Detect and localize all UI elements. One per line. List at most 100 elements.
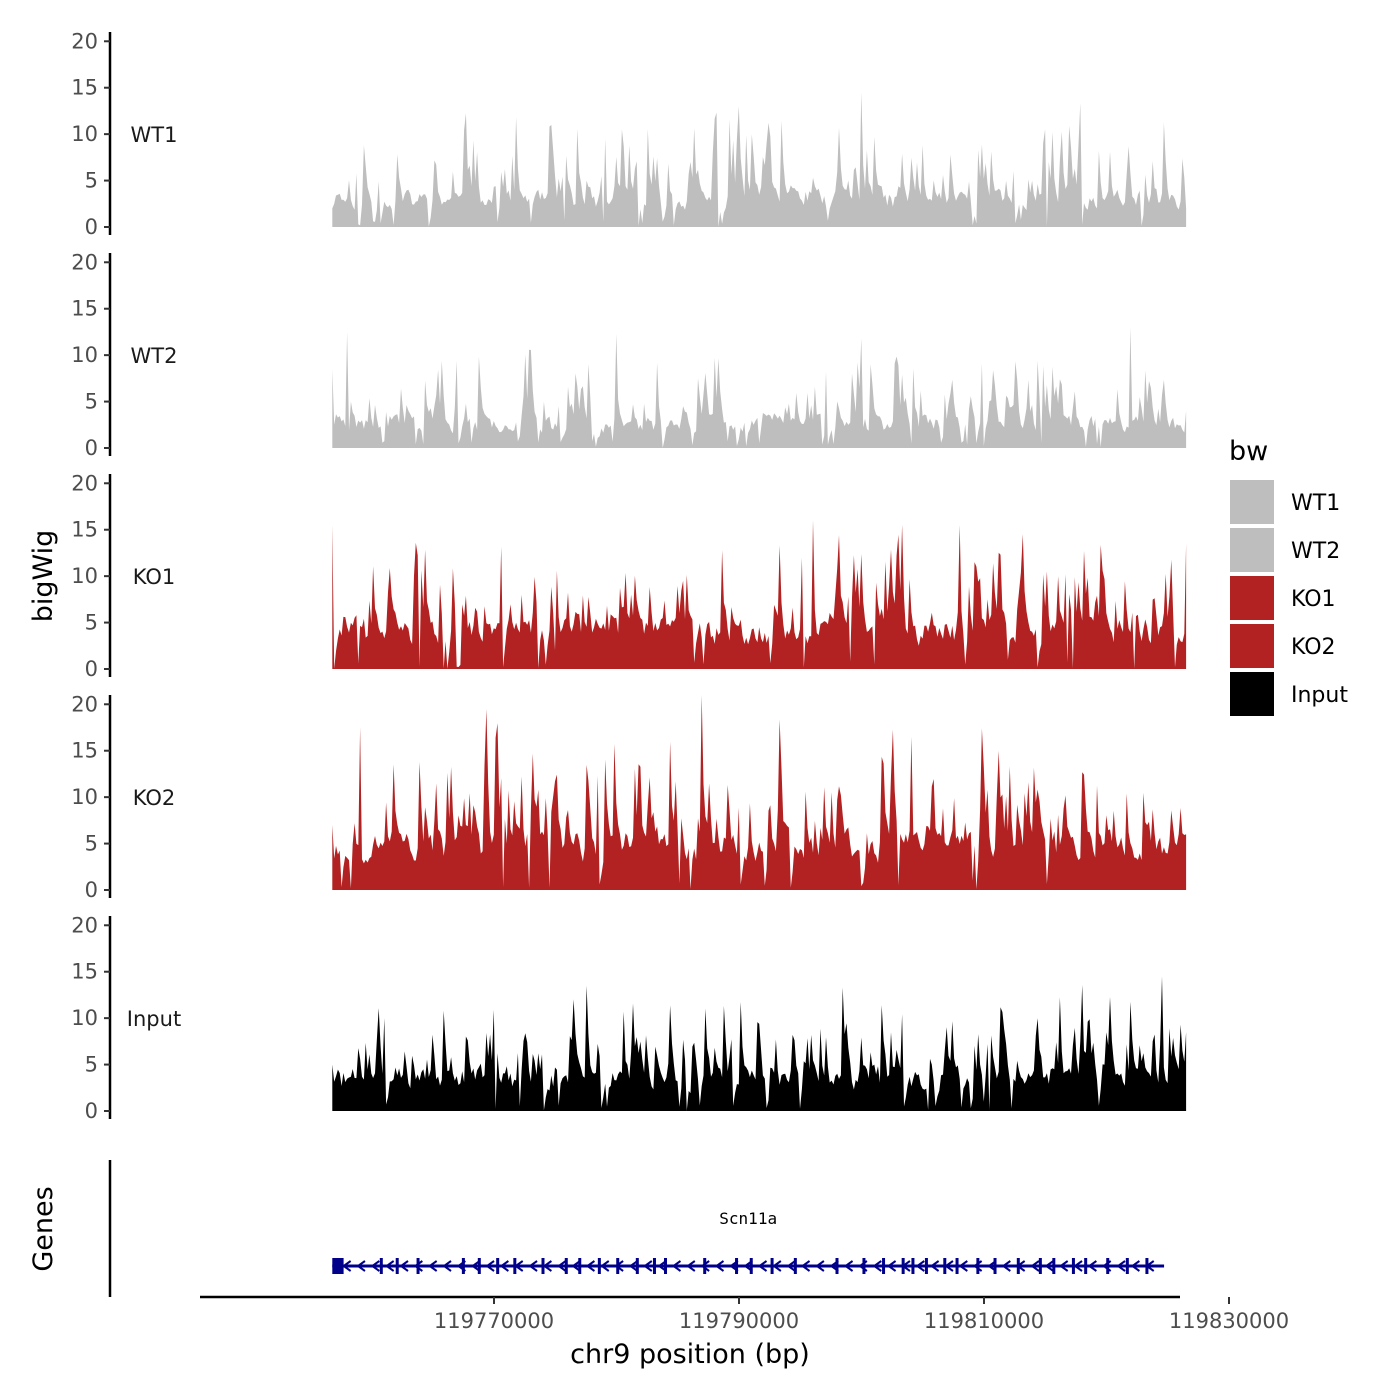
exon	[1125, 1258, 1129, 1274]
y-tick-label: 0	[85, 1099, 98, 1123]
strand-chevron	[614, 1260, 624, 1272]
strand-chevron	[1030, 1260, 1040, 1272]
exon	[749, 1258, 753, 1274]
track-ko1: 0 5 10 15 20 KO1	[71, 471, 1187, 681]
coverage-tracks: 0 5 10 15 20 WT1 0 5 10 15 20 WT2 0 5 10 15 20 KO1 0 5 10 15 2…	[71, 29, 1187, 1123]
legend-label-wt1: WT1	[1291, 491, 1340, 516]
exon	[340, 1258, 344, 1274]
strand-chevron	[757, 1260, 768, 1272]
exon	[541, 1258, 545, 1274]
track-wt1: 0 5 10 15 20 WT1	[71, 29, 1187, 239]
strand-chevron	[800, 1260, 811, 1272]
legend-label-ko2: KO2	[1291, 635, 1336, 660]
y-tick-label: 10	[71, 564, 98, 588]
strand-chevron	[470, 1260, 481, 1272]
exon	[477, 1258, 481, 1274]
exon	[1145, 1258, 1149, 1274]
strand-chevron	[571, 1260, 581, 1272]
y-tick-label: 20	[71, 913, 98, 937]
exon	[1084, 1258, 1088, 1274]
strand-chevron	[427, 1260, 438, 1272]
x-tick-label: 119830000	[1169, 1309, 1289, 1333]
y-tick-label: 15	[71, 76, 98, 100]
strand-chevron	[1130, 1260, 1140, 1272]
strand-chevron	[843, 1260, 854, 1272]
y-tick-label: 15	[71, 518, 98, 542]
exon	[597, 1258, 601, 1274]
coverage-area-input	[332, 976, 1187, 1111]
y-tick-label: 10	[71, 122, 98, 146]
x-axis: 119770000 119790000 119810000 119830000	[200, 1295, 1289, 1333]
coverage-area-ko2	[332, 695, 1187, 890]
y-tick-label: 0	[85, 215, 98, 239]
exon	[1106, 1258, 1110, 1274]
track-label: KO1	[133, 565, 176, 589]
y-tick-label: 10	[71, 785, 98, 809]
legend-swatch-input	[1230, 672, 1274, 716]
legend-swatch-wt1	[1230, 480, 1274, 524]
strand-chevron	[1073, 1260, 1083, 1272]
y-tick-label: 20	[71, 692, 98, 716]
strand-chevron	[1044, 1260, 1054, 1272]
legend-label-input: Input	[1291, 683, 1348, 708]
exon	[1071, 1258, 1075, 1274]
coverage-area-ko1	[332, 520, 1187, 669]
exon	[835, 1258, 839, 1274]
strand-chevron	[657, 1260, 667, 1272]
legend: bw WT1 WT2 KO1 KO2 Input	[1229, 436, 1348, 716]
y-tick-label: 0	[85, 436, 98, 460]
strand-chevron	[557, 1260, 567, 1272]
exon	[770, 1258, 774, 1274]
track-input: 0 5 10 15 20 Input	[71, 913, 1187, 1123]
y-tick-label: 15	[71, 960, 98, 984]
strand-chevron	[384, 1260, 395, 1272]
exon	[416, 1258, 420, 1274]
exon	[379, 1258, 383, 1274]
strand-chevron	[1116, 1260, 1126, 1272]
strand-chevron	[815, 1260, 825, 1272]
exon	[616, 1258, 620, 1274]
strand-chevron	[714, 1260, 725, 1272]
coverage-area-wt1	[332, 92, 1187, 228]
exon	[513, 1258, 517, 1274]
y-tick-label: 5	[85, 1053, 98, 1077]
y-tick-label: 20	[71, 29, 98, 53]
exon	[578, 1258, 582, 1274]
exon	[461, 1258, 465, 1274]
strand-chevron	[671, 1260, 682, 1272]
y-tick-label: 20	[71, 471, 98, 495]
coverage-area-wt2	[332, 327, 1187, 448]
exon	[332, 1258, 343, 1274]
exon	[1038, 1258, 1042, 1274]
exon	[564, 1258, 568, 1274]
track-wt2: 0 5 10 15 20 WT2	[71, 250, 1187, 460]
strand-chevron	[399, 1260, 409, 1272]
strand-chevron	[370, 1260, 380, 1272]
x-axis-title: chr9 position (bp)	[570, 1339, 810, 1370]
track-label: KO2	[133, 786, 176, 810]
strand-chevron	[499, 1260, 509, 1272]
exon	[901, 1258, 905, 1274]
exon	[1052, 1258, 1056, 1274]
gene-track: Scn11a	[108, 1160, 1165, 1297]
strand-chevron	[1087, 1260, 1097, 1272]
strand-chevron	[442, 1260, 452, 1272]
y-tick-label: 5	[85, 390, 98, 414]
exon	[635, 1258, 639, 1274]
track-ko2: 0 5 10 15 20 KO2	[71, 692, 1187, 902]
strand-chevron	[915, 1260, 925, 1272]
exon	[652, 1258, 656, 1274]
x-tick-label: 119770000	[434, 1309, 554, 1333]
strand-chevron	[356, 1260, 366, 1272]
exon	[943, 1258, 947, 1274]
strand-chevron	[929, 1260, 940, 1272]
exon	[664, 1258, 667, 1274]
y-tick-label: 10	[71, 343, 98, 367]
track-label: WT2	[131, 344, 178, 368]
exon	[911, 1258, 915, 1274]
exon	[703, 1258, 707, 1274]
exon	[793, 1258, 797, 1274]
legend-label-wt2: WT2	[1291, 539, 1340, 564]
strand-chevron	[1001, 1260, 1011, 1272]
